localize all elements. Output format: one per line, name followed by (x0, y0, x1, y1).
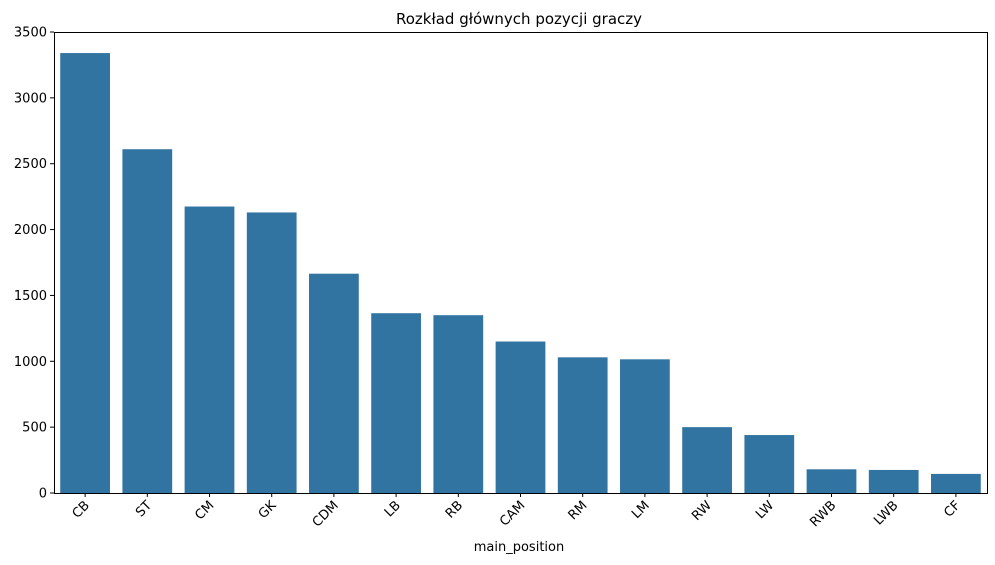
x-tick-label: RM (566, 498, 591, 523)
x-tick-label: ST (133, 498, 155, 520)
x-tick-label: CB (70, 498, 93, 521)
bar-cm (184, 206, 235, 493)
bar-rb (433, 315, 484, 493)
bar-st (122, 149, 173, 493)
x-axis: CB ST CM GK CDM LB RB CAM RM LM RW LW RWB LWB CF (70, 493, 964, 530)
bar-cb (60, 53, 110, 494)
x-tick-label: RW (689, 498, 715, 524)
y-axis: 0 500 1000 1500 2000 2500 3000 3500 (14, 26, 54, 502)
x-tick-label: CM (192, 498, 217, 523)
x-tick-label: LB (382, 498, 404, 520)
y-tick-label: 500 (22, 421, 47, 436)
bar-gk (246, 212, 297, 493)
y-tick-label: 2000 (14, 223, 47, 238)
x-tick-label: LW (753, 498, 777, 522)
x-axis-label: main_position (474, 540, 564, 555)
bar-cdm (309, 273, 359, 493)
bars-group (60, 53, 981, 494)
y-tick-label: 0 (39, 487, 47, 502)
bar-rm (557, 357, 608, 493)
x-tick-label: RWB (807, 498, 839, 530)
bar-cam (495, 341, 546, 493)
plot-frame (54, 32, 988, 494)
bar-rwb (806, 469, 857, 493)
y-tick-label: 2500 (14, 157, 47, 172)
x-tick-label: LM (629, 498, 653, 522)
x-tick-label: CF (941, 498, 963, 520)
bar-cf (931, 473, 981, 493)
bar-lwb (868, 469, 919, 493)
y-tick-label: 1500 (14, 289, 47, 304)
x-tick-label: CAM (497, 498, 528, 529)
bar-rw (682, 427, 732, 493)
y-tick-label: 1000 (14, 355, 47, 370)
bar-lw (744, 435, 795, 493)
y-tick-label: 3000 (14, 91, 47, 106)
x-tick-label: LWB (871, 498, 901, 528)
bar-lb (371, 313, 421, 493)
y-tick-label: 3500 (14, 26, 47, 41)
x-tick-label: CDM (310, 498, 342, 530)
chart-title: Rozkład głównych pozycji graczy (396, 10, 642, 28)
x-tick-label: RB (443, 498, 466, 521)
bar-lm (620, 359, 670, 493)
x-tick-label: GK (256, 498, 280, 522)
